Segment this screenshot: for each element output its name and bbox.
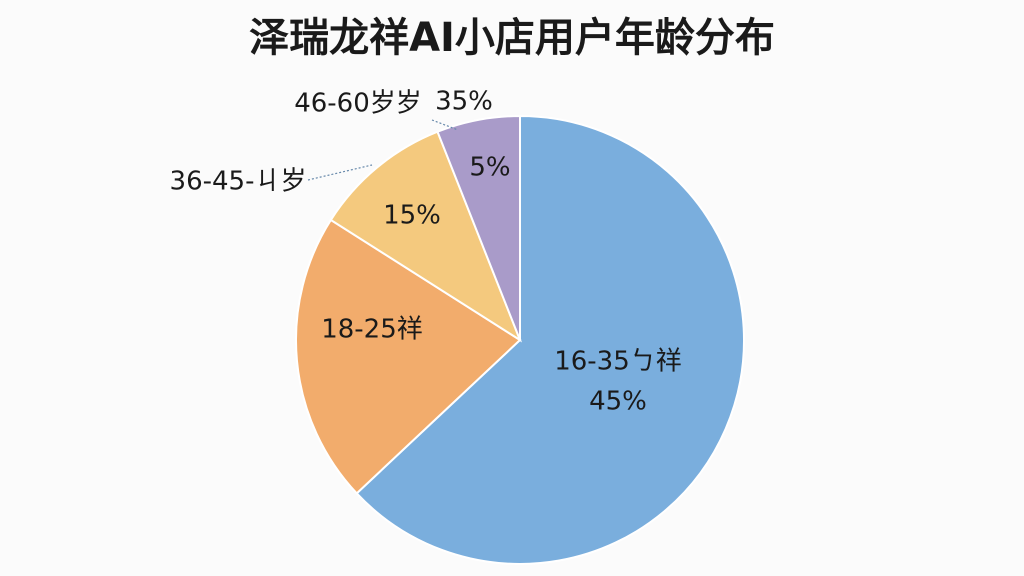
slice-label: 5% (469, 153, 510, 183)
category-label: 36-45-ㄐ岁 (170, 167, 307, 197)
leader-line (307, 164, 373, 181)
outer-label: 35% (435, 87, 493, 117)
slice-label: 45% (589, 387, 647, 417)
slice-label: 15% (383, 201, 441, 231)
leader-line (431, 119, 459, 131)
chart-title: 泽瑞龙祥AI小店用户年龄分布 (249, 15, 775, 61)
category-label: 46-60岁岁 (294, 89, 422, 119)
pie-slice (329, 130, 523, 343)
category-label: 18-25祥 (321, 315, 423, 345)
pie-slice (436, 114, 521, 341)
pie-slice (295, 218, 522, 495)
category-label: 16-35ㄅ祥 (554, 347, 682, 377)
pie-slice (355, 114, 745, 565)
